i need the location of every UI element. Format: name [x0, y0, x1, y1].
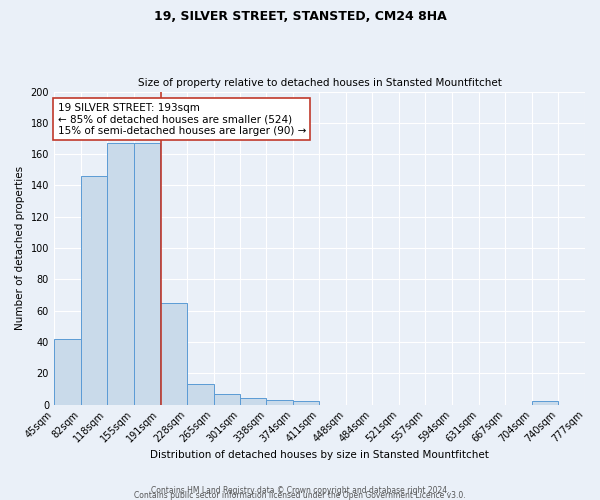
Text: 19 SILVER STREET: 193sqm
← 85% of detached houses are smaller (524)
15% of semi-: 19 SILVER STREET: 193sqm ← 85% of detach… [58, 102, 306, 136]
Bar [239, 398, 266, 404]
Bar [214, 394, 239, 404]
Text: 19, SILVER STREET, STANSTED, CM24 8HA: 19, SILVER STREET, STANSTED, CM24 8HA [154, 10, 446, 23]
Bar [293, 402, 319, 404]
Bar [81, 176, 107, 404]
Bar [160, 303, 187, 404]
Title: Size of property relative to detached houses in Stansted Mountfitchet: Size of property relative to detached ho… [137, 78, 502, 88]
Bar [107, 143, 134, 405]
Bar [266, 400, 293, 404]
Y-axis label: Number of detached properties: Number of detached properties [15, 166, 25, 330]
Bar [532, 402, 558, 404]
Bar [54, 339, 81, 404]
X-axis label: Distribution of detached houses by size in Stansted Mountfitchet: Distribution of detached houses by size … [150, 450, 489, 460]
Text: Contains public sector information licensed under the Open Government Licence v3: Contains public sector information licen… [134, 491, 466, 500]
Text: Contains HM Land Registry data © Crown copyright and database right 2024.: Contains HM Land Registry data © Crown c… [151, 486, 449, 495]
Bar [134, 143, 160, 405]
Bar [187, 384, 214, 404]
